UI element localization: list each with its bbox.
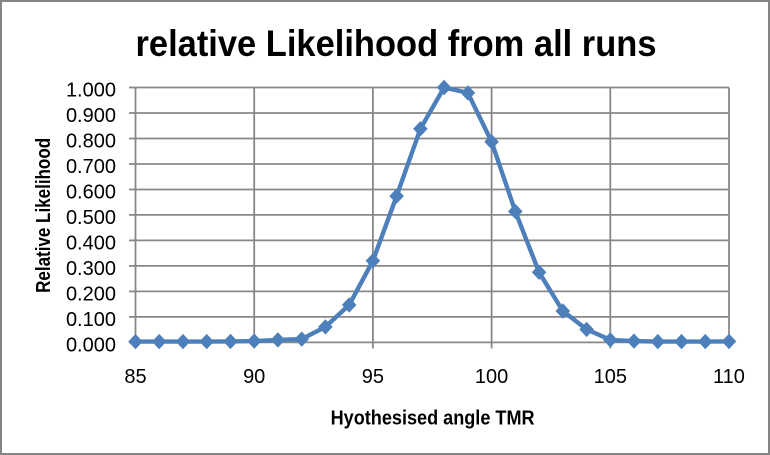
svg-text:90: 90 xyxy=(243,366,265,388)
svg-text:Hyothesised angle TMR: Hyothesised angle TMR xyxy=(331,407,535,429)
svg-text:0.200: 0.200 xyxy=(66,284,116,306)
svg-text:100: 100 xyxy=(475,366,508,388)
svg-text:0.600: 0.600 xyxy=(66,182,116,204)
svg-text:85: 85 xyxy=(124,366,146,388)
svg-text:0.900: 0.900 xyxy=(66,105,116,127)
svg-text:0.400: 0.400 xyxy=(66,233,116,255)
svg-text:0.000: 0.000 xyxy=(66,335,116,357)
svg-text:110: 110 xyxy=(713,366,745,388)
svg-text:95: 95 xyxy=(362,366,384,388)
svg-text:105: 105 xyxy=(594,366,627,388)
svg-text:0.500: 0.500 xyxy=(66,207,116,229)
svg-text:0.300: 0.300 xyxy=(66,258,116,280)
svg-text:1.000: 1.000 xyxy=(66,80,116,102)
svg-text:relative Likelihood from all r: relative Likelihood from all runs xyxy=(136,22,657,64)
svg-text:0.100: 0.100 xyxy=(66,309,116,331)
svg-text:Relative Likelihood: Relative Likelihood xyxy=(33,138,55,293)
svg-text:0.700: 0.700 xyxy=(66,156,116,178)
svg-text:0.800: 0.800 xyxy=(66,131,116,153)
